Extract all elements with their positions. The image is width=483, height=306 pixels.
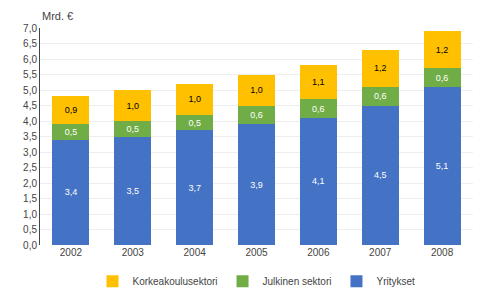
svg-text:1,2: 1,2 xyxy=(374,63,387,73)
svg-text:3,0: 3,0 xyxy=(23,147,37,158)
svg-text:7,0: 7,0 xyxy=(23,23,37,34)
svg-text:1,0: 1,0 xyxy=(23,209,37,220)
svg-text:5,1: 5,1 xyxy=(436,161,449,171)
svg-text:3,5: 3,5 xyxy=(23,131,37,142)
svg-text:0,5: 0,5 xyxy=(127,124,140,134)
svg-text:0,9: 0,9 xyxy=(65,105,78,115)
svg-text:5,5: 5,5 xyxy=(23,69,37,80)
svg-text:0,6: 0,6 xyxy=(250,110,263,120)
svg-text:1,1: 1,1 xyxy=(312,77,325,87)
svg-text:4,0: 4,0 xyxy=(23,116,37,127)
svg-text:6,0: 6,0 xyxy=(23,54,37,65)
svg-text:0,6: 0,6 xyxy=(374,91,387,101)
svg-text:Korkeakoulusektori: Korkeakoulusektori xyxy=(133,276,218,287)
svg-text:1,0: 1,0 xyxy=(127,101,140,111)
svg-text:5,0: 5,0 xyxy=(23,85,37,96)
svg-text:2006: 2006 xyxy=(307,247,330,258)
svg-text:0,5: 0,5 xyxy=(188,118,201,128)
svg-text:3,5: 3,5 xyxy=(127,186,140,196)
svg-text:1,0: 1,0 xyxy=(188,94,201,104)
svg-text:Yritykset: Yritykset xyxy=(376,276,415,287)
svg-text:0,6: 0,6 xyxy=(436,73,449,83)
svg-text:4,5: 4,5 xyxy=(23,100,37,111)
svg-text:Mrd. €: Mrd. € xyxy=(42,10,73,22)
svg-text:0,6: 0,6 xyxy=(312,104,325,114)
svg-text:2007: 2007 xyxy=(369,247,392,258)
svg-text:4,1: 4,1 xyxy=(312,176,325,186)
svg-text:3,9: 3,9 xyxy=(250,180,263,190)
svg-text:2005: 2005 xyxy=(245,247,268,258)
svg-text:2,5: 2,5 xyxy=(23,162,37,173)
svg-text:0,0: 0,0 xyxy=(23,240,37,251)
svg-text:0,5: 0,5 xyxy=(23,224,37,235)
svg-text:Julkinen sektori: Julkinen sektori xyxy=(263,276,332,287)
svg-text:6,5: 6,5 xyxy=(23,38,37,49)
svg-text:0,5: 0,5 xyxy=(65,127,78,137)
svg-text:2008: 2008 xyxy=(431,247,454,258)
svg-text:2004: 2004 xyxy=(184,247,207,258)
svg-text:2,0: 2,0 xyxy=(23,178,37,189)
svg-text:1,5: 1,5 xyxy=(23,193,37,204)
svg-text:3,7: 3,7 xyxy=(188,183,201,193)
svg-text:4,5: 4,5 xyxy=(374,170,387,180)
svg-text:1,2: 1,2 xyxy=(436,45,449,55)
svg-text:2002: 2002 xyxy=(60,247,83,258)
svg-text:2003: 2003 xyxy=(122,247,145,258)
svg-text:1,0: 1,0 xyxy=(250,85,263,95)
svg-text:3,4: 3,4 xyxy=(65,187,78,197)
